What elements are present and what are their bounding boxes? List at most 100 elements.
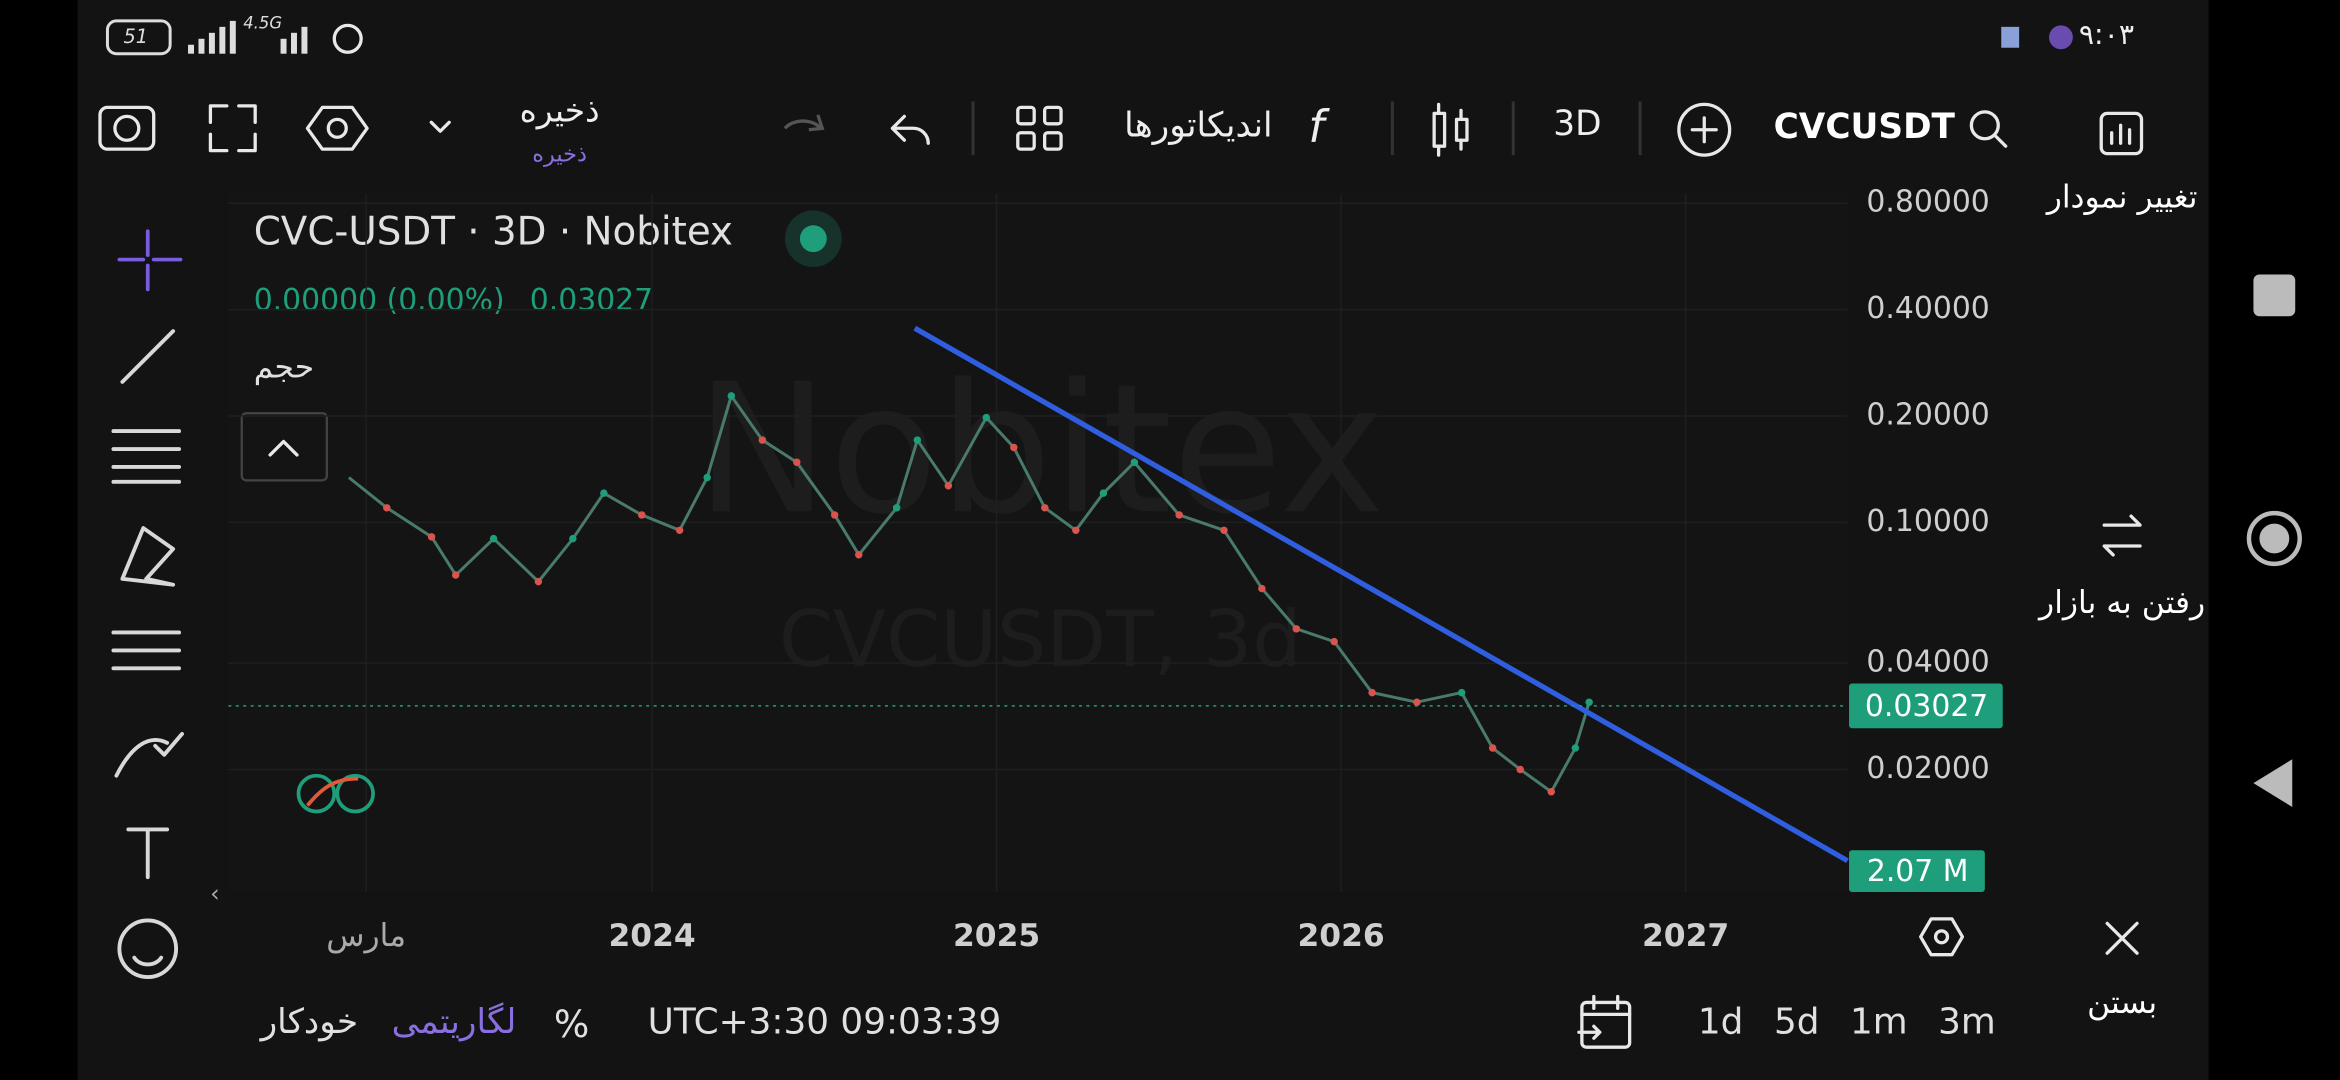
chart-legend-title: CVC-USDT · 3D · Nobitex: [254, 210, 733, 255]
price-point: [1010, 443, 1018, 452]
axis-settings-button[interactable]: [1919, 917, 1965, 957]
y-tick-label: 0.04000: [1866, 645, 1989, 680]
interval-button[interactable]: 3D: [1553, 104, 1601, 144]
go-market-button[interactable]: رفتن به بازار: [2037, 585, 2205, 621]
nav-recents[interactable]: [2253, 274, 2296, 317]
price-point: [703, 473, 711, 482]
x-tick-label: مارس: [326, 918, 406, 954]
alarm-icon: [332, 23, 363, 54]
range-button[interactable]: 5d: [1774, 1001, 1820, 1042]
brush-tool[interactable]: [114, 731, 185, 778]
price-point: [1130, 458, 1139, 466]
price-point: [1457, 688, 1466, 697]
price-point: [638, 511, 646, 519]
price-point: [1368, 688, 1376, 697]
camera-button[interactable]: [98, 105, 156, 151]
price-point: [1099, 489, 1108, 497]
volume-tag-label: 2.07 M: [1867, 854, 1969, 889]
price-point: [1041, 504, 1049, 512]
price-point: [830, 511, 839, 519]
projection-tool[interactable]: [111, 630, 182, 671]
grid: [228, 193, 1848, 893]
save-button[interactable]: ذخیره: [520, 91, 600, 129]
price-point: [1330, 637, 1338, 646]
price-series: [347, 392, 1593, 796]
trend-line-drawing[interactable]: [913, 325, 1849, 863]
y-tick-label: 0.20000: [1866, 398, 1989, 433]
y-tick-label: 0.10000: [1866, 504, 1989, 539]
price-point: [1547, 788, 1555, 796]
range-button[interactable]: 3m: [1938, 1001, 1996, 1042]
nav-back[interactable]: [2253, 759, 2293, 808]
price-point: [451, 571, 460, 579]
price-point: [675, 526, 684, 535]
save-subtitle: ذخیره: [532, 142, 587, 168]
price-point: [1488, 744, 1497, 752]
signal-icon: [188, 20, 308, 54]
emoji-tool[interactable]: [117, 918, 179, 980]
indicators-button[interactable]: اندیکاتورها: [1124, 105, 1272, 145]
price-point: [1585, 698, 1593, 706]
x-tick-label: 2027: [1642, 918, 1729, 954]
price-point: [727, 392, 736, 400]
price-point: [1571, 744, 1580, 752]
network-type: 4.5G: [243, 13, 282, 32]
symbol-search[interactable]: CVCUSDT: [1774, 107, 1956, 147]
close-icon[interactable]: [2105, 921, 2139, 955]
last-price-tag-label: 0.03027: [1865, 689, 1988, 724]
search-icon[interactable]: [1969, 110, 2008, 148]
y-tick-label: 0.02000: [1866, 751, 1989, 786]
price-line: [347, 392, 1591, 794]
battery-level: 51: [123, 25, 148, 48]
nav-home[interactable]: [2246, 510, 2302, 567]
clock-timezone[interactable]: UTC+3:30 09:03:39: [648, 1001, 1002, 1042]
price-point: [1220, 526, 1228, 535]
percent-scale-button[interactable]: %: [554, 1002, 589, 1046]
x-tick-label: 2025: [953, 918, 1040, 954]
price-point: [569, 534, 577, 543]
x-tick-label: 2024: [608, 918, 695, 954]
price-point: [1258, 584, 1266, 593]
text-tool[interactable]: [126, 827, 170, 880]
layout-button[interactable]: [1016, 105, 1063, 151]
settings-button[interactable]: [305, 105, 369, 151]
price-point: [489, 534, 498, 543]
last-price-tag: [1849, 683, 2003, 729]
close-button[interactable]: بستن: [2087, 985, 2157, 1021]
price-point: [944, 482, 953, 490]
price-point: [534, 577, 543, 586]
fib-tool[interactable]: [111, 429, 182, 484]
collapse-icon[interactable]: [268, 439, 299, 457]
go-to-date-button[interactable]: [1577, 994, 1632, 1049]
dropdown-button[interactable]: [429, 120, 451, 133]
auto-scale-button[interactable]: خودکار: [259, 1002, 359, 1042]
pattern-tool[interactable]: [120, 526, 176, 587]
change-chart-icon[interactable]: [2099, 111, 2144, 156]
crosshair-tool[interactable]: [117, 229, 183, 292]
replay-icon[interactable]: [296, 773, 375, 814]
range-button[interactable]: 1m: [1850, 1001, 1908, 1042]
range-button[interactable]: 1d: [1698, 1001, 1744, 1042]
add-symbol-button[interactable]: [1677, 102, 1732, 157]
scroll-left[interactable]: ‹: [210, 880, 220, 908]
change-chart-button[interactable]: تغییر نمودار: [2045, 179, 2198, 215]
collapse-button[interactable]: [240, 412, 328, 482]
trend-line-tool[interactable]: [120, 329, 176, 384]
price-point: [855, 551, 863, 559]
undo-button[interactable]: [890, 114, 930, 145]
price-point: [982, 413, 990, 422]
y-tick-label: 0.80000: [1866, 185, 1989, 220]
fullscreen-button[interactable]: [208, 104, 257, 153]
status-icon: [2001, 26, 2020, 48]
price-point: [1516, 765, 1524, 774]
y-tick-label: 0.40000: [1866, 291, 1989, 326]
go-market-icon[interactable]: [2102, 514, 2142, 557]
chart-type-button[interactable]: [1432, 102, 1469, 157]
price-point: [1292, 625, 1301, 633]
battery-icon: [105, 19, 172, 56]
log-scale-button[interactable]: لگاریتمی: [392, 1002, 517, 1042]
redo-button[interactable]: [783, 114, 825, 132]
price-point: [892, 504, 901, 512]
watermark-symbol: CVCUSDT, 3d: [779, 595, 1302, 685]
